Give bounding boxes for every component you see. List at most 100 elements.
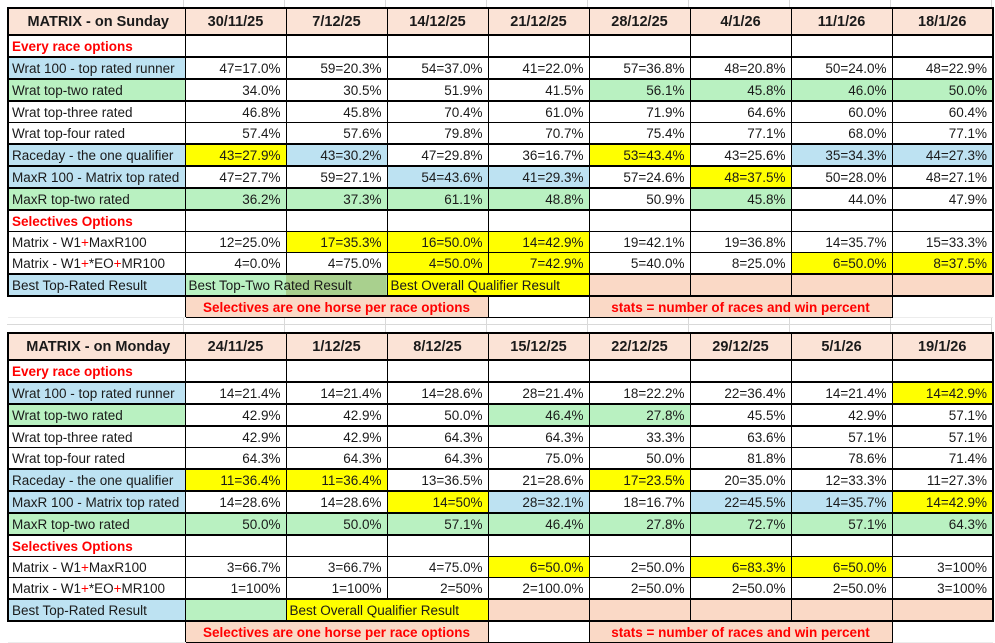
value-cell[interactable]: 48=27.1%: [891, 165, 994, 189]
value-cell[interactable]: 22=45.5%: [689, 490, 792, 514]
empty-cell[interactable]: [790, 34, 893, 58]
value-cell[interactable]: 57.6%: [285, 122, 388, 145]
value-cell[interactable]: 46.4%: [487, 403, 590, 427]
value-cell[interactable]: 42.9%: [184, 403, 287, 427]
value-cell[interactable]: 57.1%: [891, 425, 994, 448]
value-cell[interactable]: 27.8%: [588, 403, 691, 427]
row-label-cell[interactable]: Best Top-Rated Result: [7, 598, 186, 622]
section-label-cell[interactable]: Every race options: [7, 34, 186, 58]
value-cell[interactable]: 2=50.0%: [588, 577, 691, 600]
empty-cell[interactable]: [891, 534, 994, 557]
value-cell[interactable]: 18=16.7%: [588, 490, 691, 514]
empty-cell[interactable]: [790, 359, 893, 383]
best-result-cell[interactable]: Best Overall Qualifier Result: [386, 273, 590, 297]
value-cell[interactable]: 22=36.4%: [689, 381, 792, 405]
date-header-cell[interactable]: 30/11/25: [184, 7, 287, 36]
value-cell[interactable]: 43=30.2%: [285, 143, 388, 167]
value-cell[interactable]: 14=50%: [386, 490, 489, 514]
value-cell[interactable]: 20=35.0%: [689, 468, 792, 492]
value-cell[interactable]: 19=42.1%: [588, 231, 691, 253]
empty-cell[interactable]: [891, 34, 994, 58]
best-result-cell[interactable]: [487, 598, 590, 622]
value-cell[interactable]: 5=40.0%: [588, 252, 691, 275]
row-label-cell[interactable]: Wrat top-three rated: [7, 100, 186, 123]
row-label-cell[interactable]: Matrix - W1+*EO+MR100: [7, 577, 186, 600]
value-cell[interactable]: 57=36.8%: [588, 56, 691, 80]
value-cell[interactable]: 48=37.5%: [689, 165, 792, 189]
best-result-cell[interactable]: Best Overall Qualifier Result: [285, 598, 489, 622]
value-cell[interactable]: 2=50%: [386, 577, 489, 600]
date-header-cell[interactable]: 1/12/25: [285, 332, 388, 361]
empty-cell[interactable]: [790, 209, 893, 232]
value-cell[interactable]: 3=100%: [891, 577, 994, 600]
row-label-cell[interactable]: Wrat top-two rated: [7, 78, 186, 102]
empty-cell[interactable]: [487, 534, 590, 557]
value-cell[interactable]: 79.8%: [386, 122, 489, 145]
date-header-cell[interactable]: 14/12/25: [386, 7, 489, 36]
value-cell[interactable]: 50.0%: [891, 78, 994, 102]
best-result-cell[interactable]: [790, 598, 893, 622]
value-cell[interactable]: 11=36.4%: [285, 468, 388, 492]
value-cell[interactable]: 2=50.0%: [790, 577, 893, 600]
value-cell[interactable]: 64.3%: [285, 447, 388, 470]
value-cell[interactable]: 19=36.8%: [689, 231, 792, 253]
value-cell[interactable]: 14=42.9%: [487, 231, 590, 253]
empty-cell[interactable]: [689, 34, 792, 58]
row-label-cell[interactable]: Matrix - W1+*EO+MR100: [7, 252, 186, 275]
value-cell[interactable]: 50.0%: [184, 512, 287, 536]
value-cell[interactable]: 59=20.3%: [285, 56, 388, 80]
value-cell[interactable]: 42.9%: [184, 425, 287, 448]
value-cell[interactable]: 12=33.3%: [790, 468, 893, 492]
value-cell[interactable]: 70.7%: [487, 122, 590, 145]
value-cell[interactable]: 57=24.6%: [588, 165, 691, 189]
date-header-cell[interactable]: 15/12/25: [487, 332, 590, 361]
value-cell[interactable]: 7=42.9%: [487, 252, 590, 275]
value-cell[interactable]: 14=28.6%: [386, 381, 489, 405]
value-cell[interactable]: 43=25.6%: [689, 143, 792, 167]
value-cell[interactable]: 45.5%: [689, 403, 792, 427]
value-cell[interactable]: 61.1%: [386, 187, 489, 211]
best-result-cell[interactable]: [588, 273, 691, 297]
value-cell[interactable]: 59=27.1%: [285, 165, 388, 189]
empty-cell[interactable]: [689, 359, 792, 383]
date-header-cell[interactable]: 21/12/25: [487, 7, 590, 36]
best-result-cell[interactable]: [891, 598, 994, 622]
value-cell[interactable]: 45.8%: [285, 100, 388, 123]
value-cell[interactable]: 28=32.1%: [487, 490, 590, 514]
date-header-cell[interactable]: 19/1/26: [891, 332, 994, 361]
note-row-gap-cell[interactable]: [487, 620, 590, 643]
value-cell[interactable]: 14=28.6%: [285, 490, 388, 514]
value-cell[interactable]: 42.9%: [790, 403, 893, 427]
section-label-cell[interactable]: Selectives Options: [7, 534, 186, 557]
value-cell[interactable]: 46.8%: [184, 100, 287, 123]
value-cell[interactable]: 12=25.0%: [184, 231, 287, 253]
value-cell[interactable]: 71.9%: [588, 100, 691, 123]
value-cell[interactable]: 64.3%: [891, 512, 994, 536]
value-cell[interactable]: 75.4%: [588, 122, 691, 145]
row-label-cell[interactable]: MaxR top-two rated: [7, 187, 186, 211]
value-cell[interactable]: 18=22.2%: [588, 381, 691, 405]
value-cell[interactable]: 75.0%: [487, 447, 590, 470]
value-cell[interactable]: 8=25.0%: [689, 252, 792, 275]
row-label-cell[interactable]: Wrat top-four rated: [7, 447, 186, 470]
value-cell[interactable]: 15=33.3%: [891, 231, 994, 253]
value-cell[interactable]: 3=66.7%: [184, 556, 287, 578]
value-cell[interactable]: 64.3%: [184, 447, 287, 470]
value-cell[interactable]: 21=28.6%: [487, 468, 590, 492]
value-cell[interactable]: 41=22.0%: [487, 56, 590, 80]
value-cell[interactable]: 50.0%: [285, 512, 388, 536]
value-cell[interactable]: 70.4%: [386, 100, 489, 123]
value-cell[interactable]: 34.0%: [184, 78, 287, 102]
empty-cell[interactable]: [487, 209, 590, 232]
best-result-cell[interactable]: Best Top-Two Rated Result: [184, 273, 388, 297]
value-cell[interactable]: 13=36.5%: [386, 468, 489, 492]
empty-cell[interactable]: [588, 359, 691, 383]
value-cell[interactable]: 45.8%: [689, 78, 792, 102]
value-cell[interactable]: 56.1%: [588, 78, 691, 102]
value-cell[interactable]: 27.8%: [588, 512, 691, 536]
empty-cell[interactable]: [790, 534, 893, 557]
value-cell[interactable]: 48.8%: [487, 187, 590, 211]
value-cell[interactable]: 77.1%: [891, 122, 994, 145]
value-cell[interactable]: 77.1%: [689, 122, 792, 145]
value-cell[interactable]: 44.0%: [790, 187, 893, 211]
